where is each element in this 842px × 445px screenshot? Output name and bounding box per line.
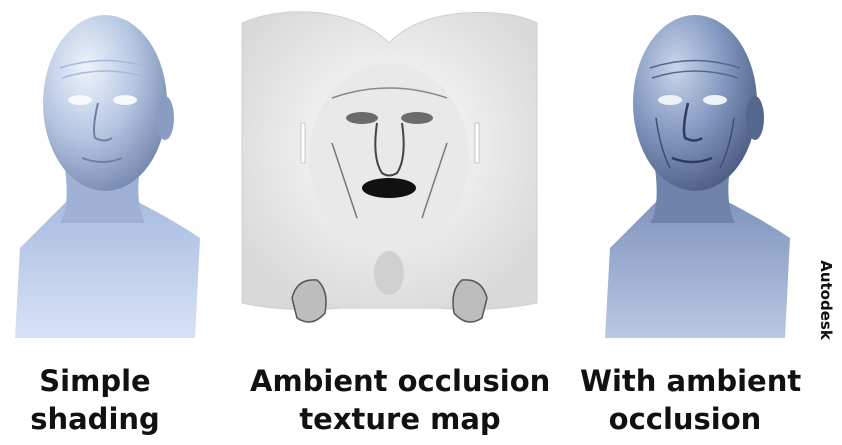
ambient-occlusion-texture-image	[237, 8, 542, 348]
caption-line: With ambient	[580, 364, 802, 398]
caption-line: Ambient occlusion	[250, 364, 551, 398]
simple-shading-image	[0, 8, 215, 348]
caption-ambient-occlusion-texture-map: Ambient occlusion texture map	[250, 362, 550, 438]
caption-with-ambient-occlusion: With ambient occlusion	[580, 362, 802, 438]
caption-line: occlusion	[608, 402, 762, 436]
with-ambient-occlusion-image	[590, 8, 805, 348]
caption-simple-shading: Simple shading	[0, 362, 190, 438]
caption-line: Simple	[39, 364, 151, 398]
caption-line: shading	[30, 402, 160, 436]
caption-line: texture map	[299, 402, 501, 436]
credit-label: Autodesk	[817, 260, 835, 340]
